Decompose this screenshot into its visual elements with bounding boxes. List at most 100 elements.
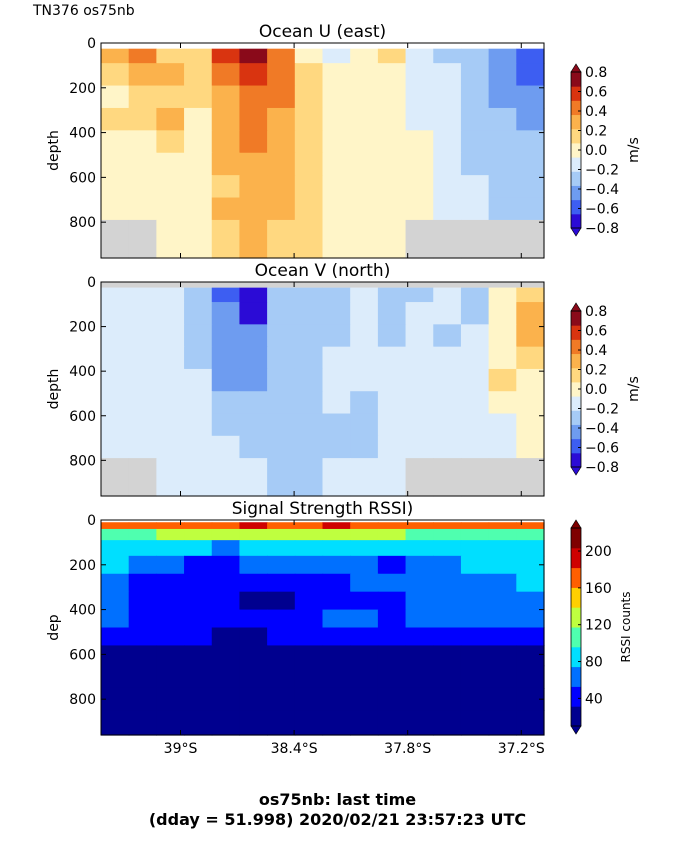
heatmap-cell (377, 368, 407, 392)
colorbar-tick-label: −0.6 (585, 441, 619, 457)
heatmap-cell (101, 665, 130, 689)
heatmap-cell (350, 48, 379, 64)
heatmap-cell (239, 573, 268, 593)
heatmap-cell (377, 63, 407, 87)
heatmap-cell (405, 555, 434, 575)
heatmap-cell (460, 665, 490, 689)
heatmap-cell (405, 175, 434, 199)
heatmap-cell (239, 324, 268, 348)
heatmap-cell (516, 391, 545, 415)
heatmap-cell (239, 710, 268, 736)
heatmap-cell (350, 391, 379, 415)
heatmap-cell (211, 197, 241, 221)
colorbar-segment (571, 711, 581, 717)
colorbar-tick-label: 0.4 (585, 343, 607, 359)
heatmap-cell (211, 302, 241, 325)
heatmap-cell (377, 627, 407, 647)
heatmap-cell (488, 627, 517, 647)
heatmap-cell (405, 540, 434, 557)
colorbar-segment (571, 552, 581, 559)
heatmap-cell (516, 627, 545, 647)
no-data-cell (460, 458, 490, 497)
colorbar-tick-label: 200 (585, 544, 612, 560)
colorbar-segment (571, 532, 581, 539)
colorbar-segment (571, 325, 581, 340)
plot-frame (100, 281, 545, 497)
heatmap-cell (267, 458, 296, 497)
heatmap-cell (350, 130, 379, 154)
heatmap-cell (350, 152, 379, 176)
heatmap-cell (101, 573, 130, 593)
heatmap-cell (101, 591, 130, 611)
heatmap-cell (128, 302, 157, 325)
heatmap-cell (101, 175, 130, 199)
heatmap-cell (128, 573, 157, 593)
heatmap-cell (211, 591, 241, 611)
heatmap-cell (405, 130, 434, 154)
heatmap-cell (294, 435, 324, 459)
colorbar-segment (571, 622, 581, 628)
heatmap-cell (239, 152, 268, 176)
heatmap-cell (350, 458, 379, 497)
heatmap-cell (184, 528, 213, 541)
heatmap-cell (211, 368, 241, 392)
heatmap-cell (322, 152, 351, 176)
heatmap-cell (128, 665, 157, 689)
heatmap-cell (488, 609, 517, 629)
heatmap-cell (156, 413, 185, 437)
panel-title: Signal Strength RSSI) (232, 499, 414, 519)
heatmap-cell (460, 48, 490, 64)
x-tick-label: 39°S (164, 741, 198, 757)
y-tick-label: 800 (69, 453, 96, 469)
heatmap-cell (128, 609, 157, 629)
heatmap-cell (433, 528, 462, 541)
heatmap-cell (488, 540, 517, 557)
heatmap-cell (460, 645, 490, 667)
heatmap-cell (377, 458, 407, 497)
heatmap-cell (488, 645, 517, 667)
heatmap-cell (460, 368, 490, 392)
footer-line-1: os75nb: last time (258, 790, 417, 809)
heatmap-cell (211, 528, 241, 541)
colorbar-segment (571, 367, 581, 383)
heatmap-cell (239, 197, 268, 221)
heatmap-cell (460, 573, 490, 593)
heatmap-cell (267, 540, 296, 557)
heatmap-cell (488, 324, 517, 348)
plot-frame (100, 519, 545, 736)
heatmap-cell (516, 324, 545, 348)
colorbar-tick-label: 0.4 (585, 104, 607, 120)
heatmap-cell (405, 687, 434, 711)
heatmap-cell (516, 645, 545, 667)
heatmap-cell (101, 287, 130, 303)
heatmap-cell (156, 435, 185, 459)
colorbar-segment (571, 617, 581, 623)
colorbar-segment (571, 666, 581, 673)
heatmap-cell (294, 175, 324, 199)
no-data-cell (433, 458, 462, 497)
heatmap-cell (377, 346, 407, 370)
heatmap-cell (267, 85, 296, 109)
heatmap-cell (433, 522, 462, 530)
no-data-strip (101, 43, 544, 49)
colorbar-segment (571, 691, 581, 697)
heatmap-cell (239, 413, 268, 437)
heatmap-cell (433, 591, 462, 611)
heatmap-cell (433, 107, 462, 131)
colorbar-tick-label: 0.2 (585, 124, 607, 140)
heatmap-cell (294, 458, 324, 497)
heatmap-cell (433, 368, 462, 392)
heatmap-cell (488, 197, 517, 221)
panel-title: Ocean V (north) (255, 261, 391, 281)
heatmap-cell (488, 391, 517, 415)
heatmap-cell (101, 435, 130, 459)
heatmap-cell (516, 175, 545, 199)
heatmap-cell (433, 302, 462, 325)
heatmap-cell (239, 107, 268, 131)
heatmap-cell (267, 528, 296, 541)
heatmap-cell (128, 710, 157, 736)
colorbar-segment (571, 547, 581, 554)
heatmap-cell (156, 63, 185, 87)
heatmap-cell (350, 665, 379, 689)
